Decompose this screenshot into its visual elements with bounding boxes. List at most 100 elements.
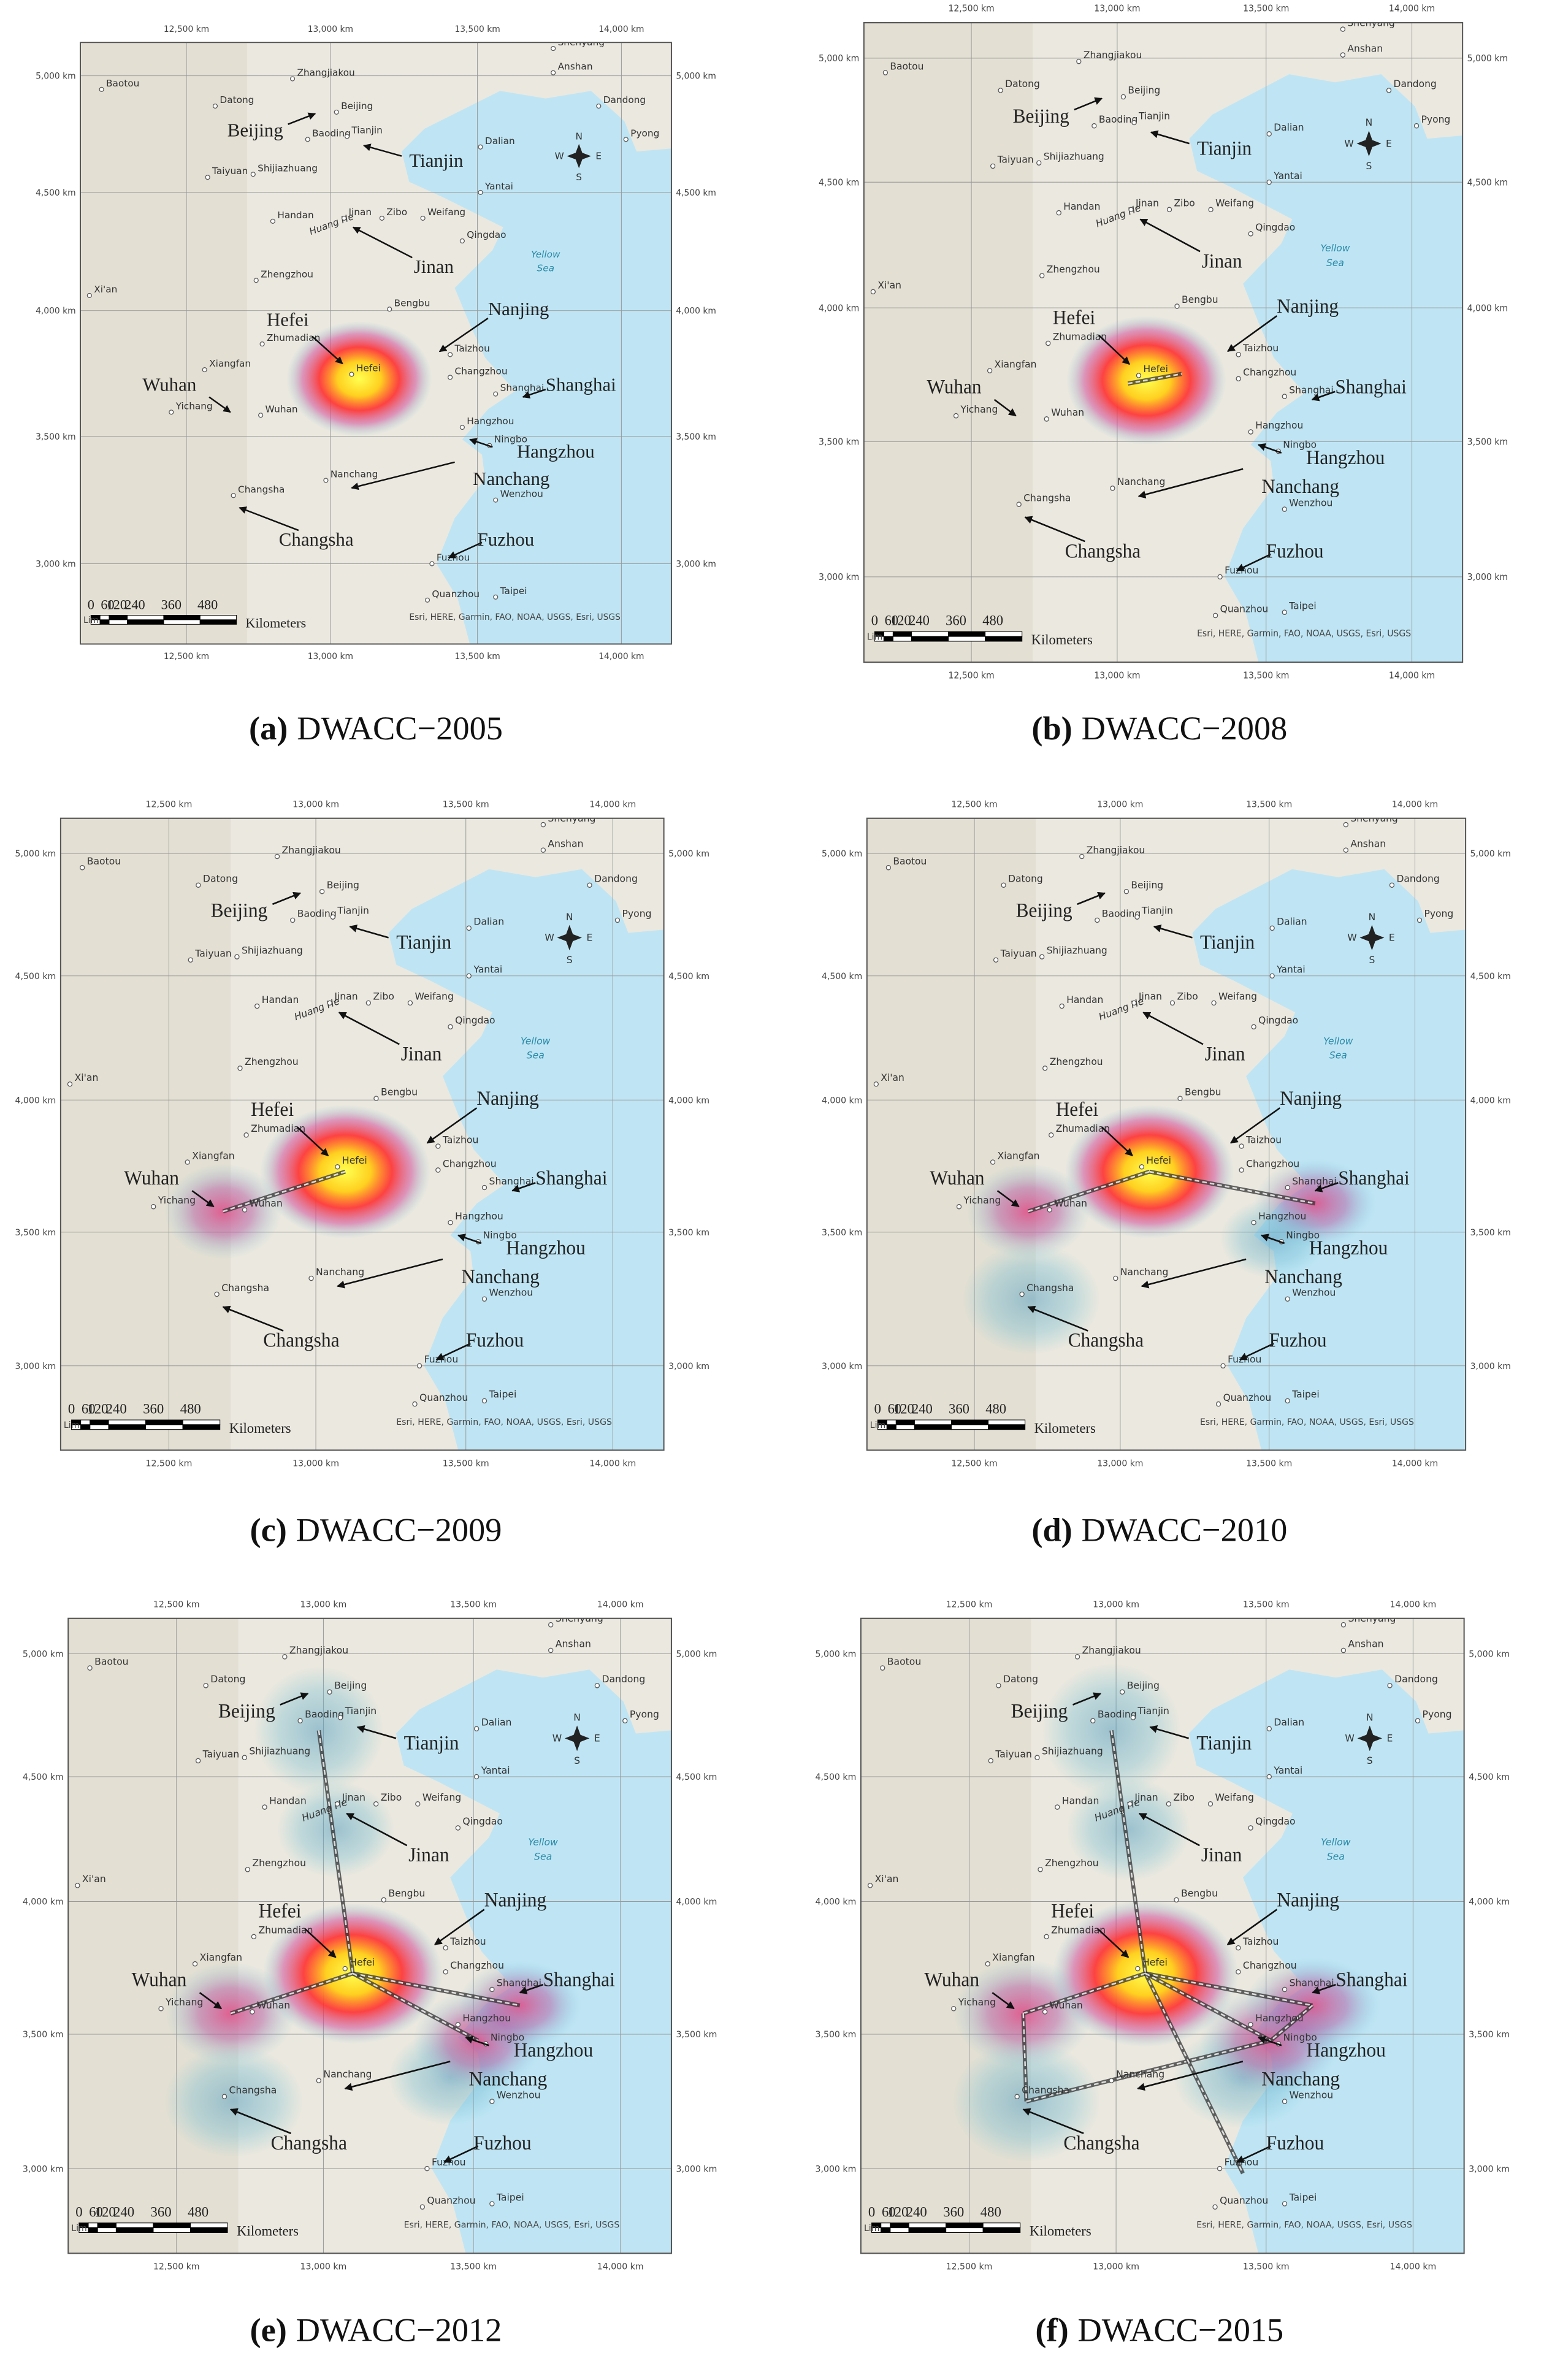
arrow	[1236, 553, 1271, 571]
city-label: Taiyuan	[1000, 947, 1037, 959]
city-label: Wenzhou	[489, 1286, 533, 1298]
scale-label: 120	[893, 1401, 914, 1416]
scale-unit: Kilometers	[1030, 2222, 1091, 2238]
city-dot	[473, 1726, 480, 1732]
x-tick-label: 14,000 km	[1392, 799, 1438, 809]
city-label: Shanghai	[500, 383, 545, 394]
flow-line-dash	[1145, 1972, 1271, 2042]
featured-city-label: Hangzhou	[1309, 1237, 1388, 1259]
city-dot	[253, 278, 259, 283]
city-label: Anshan	[558, 61, 593, 72]
arrow	[1150, 130, 1190, 145]
flow-line-dash	[1149, 1170, 1316, 1205]
city-label: Shijiazhuang	[1042, 1745, 1103, 1756]
city-dot	[551, 46, 556, 51]
city-dot	[481, 1184, 487, 1191]
x-tick-label: 12,500 km	[146, 1459, 193, 1468]
city-dot	[1212, 2204, 1218, 2210]
city-dot	[1220, 1363, 1226, 1369]
arrow	[1142, 1012, 1204, 1045]
compass-rose	[567, 143, 591, 169]
featured-city-label: Shanghai	[1338, 1167, 1410, 1189]
featured-city-label: Tianjin	[1200, 931, 1255, 953]
y-tick-label: 4,500 km	[36, 188, 75, 198]
city-label: Ningbo	[494, 434, 527, 445]
compass-s: S	[1366, 160, 1372, 172]
caption-label: (b)	[1031, 710, 1072, 747]
city-label: Wuhan	[257, 1999, 290, 2011]
city-dot	[319, 888, 325, 894]
scale-seg	[153, 2222, 191, 2229]
city-label: Weifang	[427, 207, 465, 218]
scale-seg	[182, 1419, 221, 1425]
city-label: Anshan	[556, 1638, 591, 1649]
city-dot	[1212, 612, 1218, 619]
city-dot	[1415, 1718, 1421, 1723]
city-label: Fuzhou	[424, 1353, 459, 1365]
city-label: Datong	[210, 1673, 245, 1685]
city-label: Pyong	[630, 128, 659, 139]
city-label: Zhengzhou	[1047, 263, 1100, 275]
featured-city-label: Jinan	[414, 256, 454, 277]
city-label: Zhangjiakou	[1084, 49, 1142, 61]
x-tick-label: 13,000 km	[1097, 1459, 1143, 1468]
city-label: Tianjin	[351, 125, 382, 136]
map-panel: Huang HeYellowSeaBaotouDatongZhangjiakou…	[36, 25, 716, 662]
city-label: Xiangfan	[998, 1150, 1040, 1161]
city-dot	[250, 2009, 255, 2015]
city-dot	[1282, 2099, 1288, 2104]
city-label: Yantai	[481, 1764, 510, 1776]
city-dot	[1413, 123, 1420, 129]
city-label: Shanghai	[1289, 384, 1333, 395]
flow-line-dash	[1022, 2013, 1028, 2102]
scale-seg	[145, 1419, 183, 1425]
city-label: Pyong	[630, 1708, 659, 1720]
city-label: Baotou	[106, 78, 139, 89]
scale-seg	[90, 1424, 109, 1430]
city-label: Beijing	[327, 879, 359, 891]
city-dot	[435, 1143, 441, 1149]
city-label: Qingdao	[455, 1014, 495, 1026]
city-dot	[1340, 1622, 1347, 1628]
scale-cut: Lim	[83, 616, 99, 625]
flow-line-dash	[1028, 1170, 1150, 1213]
city-dot	[1044, 1934, 1049, 1940]
arrow	[344, 2061, 451, 2091]
city-dot	[254, 1003, 260, 1009]
arrow	[1314, 1181, 1339, 1192]
y-tick-label: 3,500 km	[1469, 2030, 1510, 2040]
arrow	[1077, 891, 1106, 906]
flow-line-dash	[1145, 1972, 1313, 2007]
featured-city-label: Beijing	[218, 1699, 275, 1722]
city-dot	[1139, 1164, 1145, 1170]
city-dot	[1016, 502, 1022, 507]
map-body: Huang HeYellowSeaBaotouDatongZhangjiakou…	[866, 818, 1466, 1451]
scale-seg	[948, 631, 986, 637]
city-label: Taizhou	[1242, 342, 1279, 354]
city-dot	[335, 1164, 340, 1170]
scale-label: 120	[887, 2203, 908, 2219]
arrow	[1139, 218, 1201, 253]
sea-label: Yellow	[528, 1836, 558, 1848]
city-dot	[993, 957, 999, 963]
city-label: Datong	[220, 94, 254, 105]
scale-seg	[80, 1419, 91, 1425]
city-label: Hangzhou	[1255, 2012, 1304, 2024]
scale-label: 60	[82, 1400, 96, 1416]
city-label: Tianjin	[345, 1705, 377, 1717]
city-dot	[1127, 1801, 1133, 1807]
y-tick-label: 5,000 km	[1469, 1649, 1510, 1659]
y-tick-label: 4,500 km	[676, 188, 716, 198]
scale-unit: Kilometers	[237, 2222, 299, 2238]
arrow	[288, 112, 316, 125]
city-dot	[169, 410, 174, 415]
compass: N S E W	[552, 1711, 600, 1766]
attribution: Esri, HERE, Garmin, FAO, NOAA, USGS, Esr…	[1197, 629, 1411, 639]
featured-city-label: Hefei	[1051, 1899, 1094, 1922]
featured-city-label: Jinan	[408, 1844, 449, 1866]
city-dot	[1074, 1654, 1080, 1660]
city-dot	[1001, 882, 1006, 888]
city-label: Beijing	[1128, 84, 1160, 96]
featured-city-label: Shanghai	[535, 1166, 607, 1189]
